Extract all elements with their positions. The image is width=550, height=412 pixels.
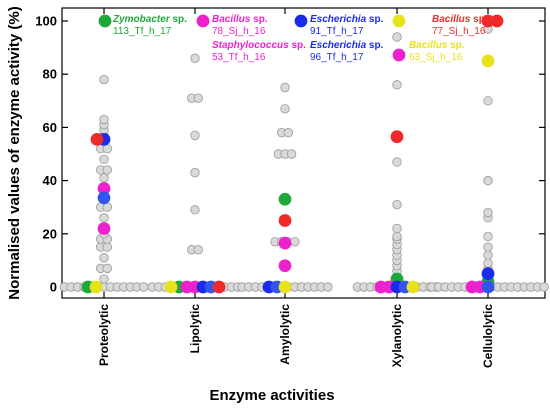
data-point-background	[483, 175, 493, 186]
data-point-background	[392, 231, 402, 242]
data-point-escherichia-96_tf_h_17	[97, 191, 111, 205]
y-axis: 0 20 40 60 80 100	[35, 14, 545, 295]
plot-frame	[61, 7, 546, 299]
legend-strain-63_sj_h_16: 63_Sj_h_16	[409, 52, 463, 63]
x-axis-title: Enzyme activities	[209, 387, 334, 404]
data-point-background	[99, 213, 109, 223]
data-point-background	[392, 157, 402, 167]
data-point-background	[290, 237, 300, 247]
data-point-background	[99, 74, 109, 85]
data-point-bacillus-77_sj_h_16	[278, 214, 292, 227]
data-point-background	[280, 82, 290, 93]
data-point-bacillus-63_sj_h_16	[89, 280, 103, 294]
data-point-background	[99, 173, 109, 183]
data-point-background	[190, 167, 200, 178]
data-point-background	[539, 282, 549, 292]
data-point-background	[283, 128, 294, 138]
data-point-background	[392, 32, 402, 42]
data-point-bacillus-63_sj_h_16	[481, 54, 495, 68]
data-point-background	[392, 223, 402, 234]
data-point-background	[286, 149, 297, 159]
data-point-background	[190, 130, 200, 141]
data-point-background	[99, 114, 109, 125]
data-point-background	[190, 205, 200, 215]
data-point-bacillus-63_sj_h_16	[164, 280, 178, 294]
legend-label-53_tf_h_16: Staphylococcus sp.	[212, 40, 306, 51]
legend-marker-63_sj_h_16	[392, 14, 406, 28]
x-category-label: Cellulolytic	[481, 304, 495, 368]
legend-strain-91_tf_h_17: 91_Tf_h_17	[310, 26, 364, 37]
data-point-zymobacter-113_tf_h_17	[278, 192, 292, 206]
x-axis: Proteolytic Lipolytic Amylolytic Xylanolyti…	[97, 8, 495, 368]
data-point-staphylococcus-53_tf_h_16	[278, 236, 292, 250]
data-point-background	[483, 231, 493, 242]
highlighted-points	[81, 14, 495, 294]
data-point-background	[392, 80, 402, 90]
y-tick-label: 100	[35, 14, 57, 29]
legend-strain-77_sj_h_16: 77_Sj_h_16	[432, 26, 486, 37]
data-point-background	[323, 282, 333, 292]
legend-label-78_sj_h_16: Bacillus sp.	[212, 14, 268, 25]
data-point-bacillus-77_sj_h_16	[90, 132, 104, 146]
legend-label-77_sj_h_16: Bacillus sp.	[432, 14, 488, 25]
legend-label-63_sj_h_16: Bacillus sp.	[409, 40, 465, 51]
data-point-bacillus-63_sj_h_16	[406, 280, 420, 294]
data-point-background	[483, 250, 493, 260]
data-point-staphylococcus-53_tf_h_16	[97, 222, 111, 235]
data-point-background	[193, 93, 204, 103]
data-point-bacillus-77_sj_h_16	[481, 14, 495, 28]
legend-marker-77_sj_h_16	[490, 14, 504, 28]
y-tick-label: 0	[50, 280, 57, 295]
data-point-bacillus-78_sj_h_16	[278, 259, 292, 273]
data-point-bacillus-78_sj_h_16	[97, 182, 111, 195]
data-point-bacillus-77_sj_h_16	[390, 130, 404, 144]
data-point-background	[483, 242, 493, 252]
legend-label-96_tf_h_17: Escherichia sp.	[310, 40, 384, 51]
legend-marker-78_sj_h_16	[196, 14, 210, 28]
y-axis-title: Normalised values of enzyme activity (%)	[6, 6, 23, 299]
data-point-escherichia-96_tf_h_17	[481, 280, 495, 294]
legend-marker-91_tf_h_17	[294, 14, 308, 28]
legend-marker-113_tf_h_17	[98, 14, 112, 28]
x-category-label: Xylanolytic	[390, 304, 404, 368]
y-tick-label: 20	[43, 226, 57, 241]
data-point-bacillus-77_sj_h_16	[212, 280, 226, 294]
legend-strain-78_sj_h_16: 78_Sj_h_16	[212, 26, 266, 37]
x-category-label: Amylolytic	[278, 304, 292, 365]
data-point-background	[138, 282, 149, 292]
data-point-background	[99, 154, 109, 165]
data-point-background	[483, 207, 493, 218]
data-point-background	[483, 96, 493, 106]
data-point-background	[392, 199, 402, 210]
y-tick-label: 60	[43, 120, 57, 135]
legend-marker-second-row	[392, 48, 406, 62]
x-category-label: Lipolytic	[188, 304, 202, 354]
data-point-background	[102, 263, 113, 274]
legend-strain-53_tf_h_16: 53_Tf_h_16	[212, 52, 266, 63]
data-point-background	[99, 253, 109, 263]
data-point-background	[102, 242, 113, 252]
data-point-background	[483, 258, 493, 268]
x-category-label: Proteolytic	[97, 304, 111, 366]
data-point-background	[99, 274, 109, 284]
y-tick-label: 40	[43, 173, 57, 188]
legend-strain-96_tf_h_17: 96_Tf_h_17	[310, 52, 364, 63]
data-point-background	[190, 53, 200, 63]
data-point-background	[193, 245, 204, 255]
legend-label-91_tf_h_17: Escherichia sp.	[310, 14, 384, 25]
data-point-background	[280, 104, 290, 114]
background-points	[59, 16, 549, 292]
y-tick-label: 80	[43, 67, 57, 82]
legend-strain-113_tf_h_17: 113_Tf_h_17	[113, 26, 172, 37]
data-point-background	[102, 165, 113, 175]
legend-label-113_tf_h_17: Zymobacter sp.	[112, 14, 187, 25]
data-point-escherichia-91_tf_h_17	[481, 267, 495, 281]
data-point-bacillus-63_sj_h_16	[278, 280, 292, 294]
